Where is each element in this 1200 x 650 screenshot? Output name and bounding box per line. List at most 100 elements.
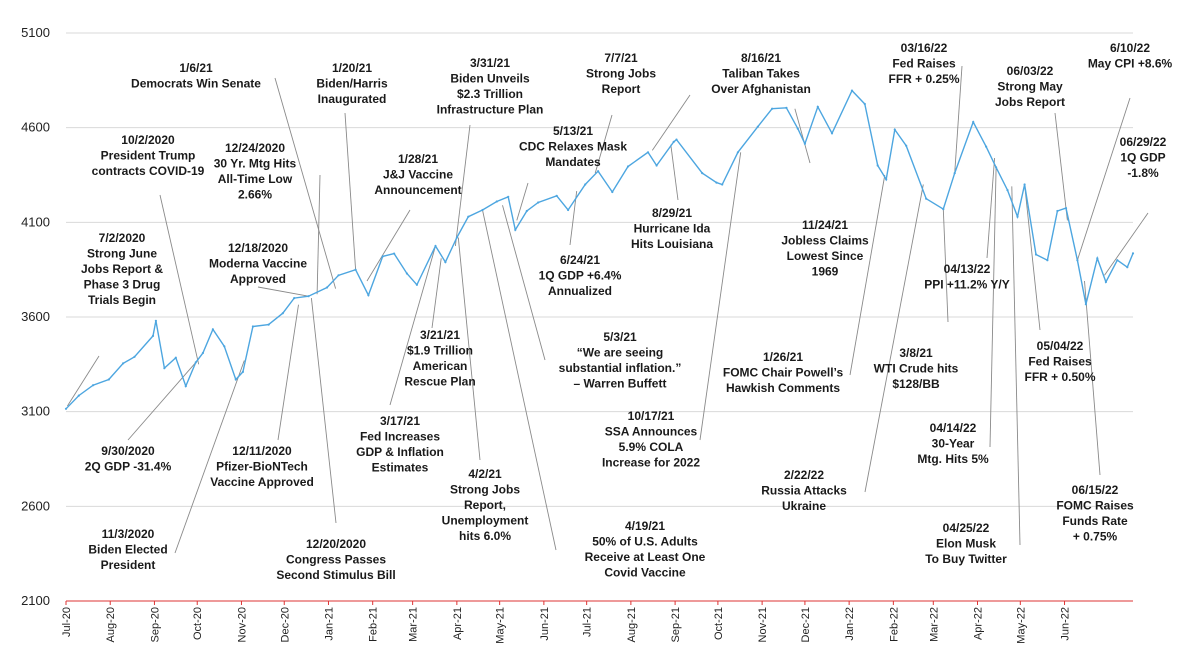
- price-point: [525, 209, 528, 213]
- x-tick-label: Mar-22: [928, 607, 940, 642]
- annotation-text: May CPI +8.6%: [1088, 57, 1173, 71]
- annotation-text: 5/13/21: [553, 124, 593, 138]
- annotation-leader: [986, 157, 996, 259]
- annotation-text: American: [413, 359, 468, 373]
- price-point: [1064, 207, 1068, 210]
- price-point: [434, 244, 437, 248]
- annotation-text: To Buy Twitter: [925, 552, 1007, 566]
- price-point: [655, 164, 658, 167]
- annotation-text: Hurricane Ida: [634, 222, 711, 236]
- annotation-text: 1Q GDP: [1120, 151, 1165, 165]
- annotation-leader: [431, 258, 442, 329]
- annotation-text: contracts COVID-19: [92, 164, 205, 178]
- annotation-text: Announcement: [374, 183, 461, 197]
- annotation-text: Second Stimulus Bill: [276, 568, 395, 582]
- annotation-text: hits 6.0%: [459, 529, 511, 543]
- x-tick-label: Jan-22: [844, 607, 856, 641]
- y-axis-ticks: 2100 2600 3100 3600 4100 4600 5100: [21, 25, 50, 608]
- annotation-text: substantial inflation.”: [559, 361, 682, 375]
- annotation-a29: 04/13/22 PPI +11.2% Y/Y: [924, 262, 1010, 292]
- annotation-text: 4/19/21: [625, 519, 665, 533]
- annotation-text: FFR + 0.50%: [1024, 370, 1095, 384]
- annotation-text: 03/16/22: [901, 41, 948, 55]
- annotation-text: 12/20/2020: [306, 537, 366, 551]
- annotation-text: Vaccine Approved: [210, 475, 314, 489]
- annotation-text: Taliban Takes: [722, 67, 800, 81]
- price-point: [455, 236, 458, 239]
- annotation-text: 5.9% COLA: [619, 440, 684, 454]
- annotation-text: 04/14/22: [930, 421, 977, 435]
- x-tick-label: Sep-20: [149, 607, 161, 642]
- price-point: [467, 215, 470, 218]
- annotation-leader: [257, 286, 309, 297]
- price-point: [405, 272, 408, 275]
- annotation-text: 05/04/22: [1037, 339, 1084, 353]
- y-tick-label: 2600: [21, 498, 50, 513]
- x-tick-label: Nov-21: [757, 607, 769, 642]
- x-tick-label: Feb-21: [368, 607, 380, 642]
- annotation-text: $2.3 Trillion: [457, 87, 523, 101]
- annotation-text: Hits Louisiana: [631, 237, 713, 251]
- annotation-text: Report: [602, 82, 641, 96]
- price-point: [537, 201, 540, 204]
- annotation-text: Receive at Least One: [585, 550, 706, 564]
- annotation-text: Strong Jobs: [450, 483, 520, 497]
- x-tick-label: Nov-20: [236, 607, 248, 642]
- annotation-text: 11/24/21: [802, 218, 848, 232]
- price-point: [1096, 257, 1099, 260]
- annotation-leader: [502, 205, 546, 361]
- x-axis-ticks: Jul-20 Aug-20 Sep-20 Oct-20 Nov-20 Dec-20 Jan-…: [61, 601, 1072, 644]
- annotation-leader: [864, 184, 924, 493]
- x-tick-label: Dec-20: [279, 607, 291, 642]
- annotation-leader: [1076, 97, 1131, 261]
- annotation-leader: [67, 355, 100, 407]
- price-point: [151, 334, 155, 337]
- annotation-text: Biden Unveils: [450, 72, 530, 86]
- annotation-text: 1/26/21: [763, 350, 803, 364]
- price-point: [567, 208, 570, 212]
- annotation-text: All-Time Low: [218, 172, 293, 186]
- y-tick-label: 5100: [21, 25, 50, 40]
- price-point: [184, 385, 187, 388]
- price-point: [771, 107, 774, 110]
- annotation-text: 30-Year: [932, 437, 975, 451]
- x-tick-label: Mar-21: [408, 607, 420, 642]
- annotation-text: 8/16/21: [741, 51, 781, 65]
- price-point: [481, 208, 484, 212]
- annotation-text: Covid Vaccine: [604, 566, 686, 580]
- annotation-leader: [454, 124, 471, 247]
- annotation-text: + 0.75%: [1073, 530, 1118, 544]
- annotation-leader: [1024, 184, 1041, 331]
- price-point: [381, 255, 384, 258]
- annotation-leader: [516, 182, 529, 221]
- annotation-text: FFR + 0.25%: [888, 72, 959, 86]
- annotation-text: Jobless Claims: [781, 234, 869, 248]
- price-point: [1056, 209, 1059, 213]
- x-tick-label: Apr-21: [452, 607, 464, 640]
- annotation-text: Inaugurated: [318, 92, 387, 106]
- annotation-text: Infrastructure Plan: [437, 103, 544, 117]
- annotation-text: 1/20/21: [332, 61, 372, 75]
- annotation-leader: [366, 209, 411, 282]
- price-point: [953, 172, 956, 175]
- annotation-text: 1/6/21: [179, 61, 213, 75]
- annotation-leader: [174, 360, 245, 554]
- price-point: [514, 228, 517, 231]
- annotation-text: 3/31/21: [470, 56, 510, 70]
- annotation-text: WTI Crude hits: [874, 362, 959, 376]
- price-point: [1076, 259, 1079, 262]
- annotation-a36: 06/29/22 1Q GDP-1.8%: [1120, 135, 1167, 180]
- annotation-text: Annualized: [548, 284, 612, 298]
- price-point: [495, 200, 498, 203]
- annotation-text: PPI +11.2% Y/Y: [924, 278, 1010, 292]
- price-point: [267, 323, 270, 326]
- annotation-text: 4/2/21: [468, 467, 502, 481]
- annotation-leader: [989, 167, 997, 448]
